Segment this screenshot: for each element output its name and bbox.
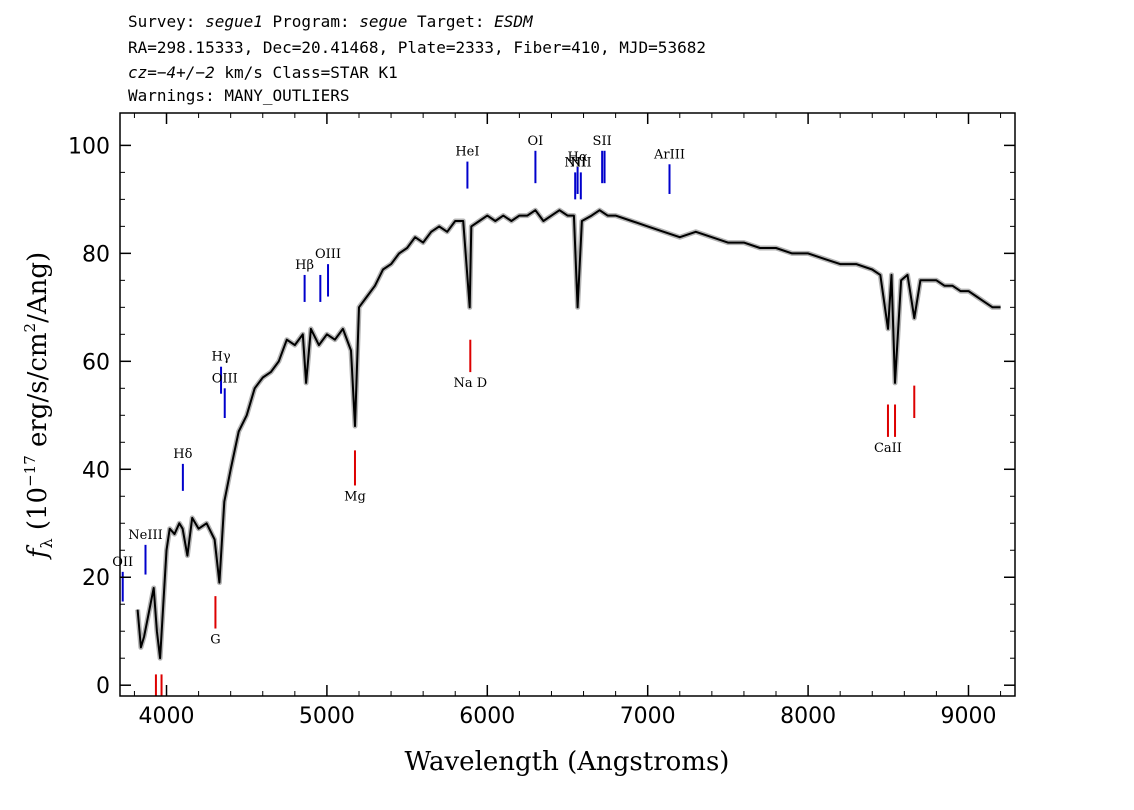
spectrum-line-0 bbox=[136, 209, 1001, 660]
y-tick-label-1: 20 bbox=[82, 566, 110, 591]
header-line-1: Survey: segue1 Program: segue Target: ES… bbox=[128, 12, 533, 32]
x-tick-label-2: 6000 bbox=[459, 704, 515, 729]
header-line-3: cz=−4+/−2 km/s Class=STAR K1 bbox=[128, 63, 398, 83]
x-tick-label-0: 4000 bbox=[139, 704, 195, 729]
target-label: Target: bbox=[417, 12, 485, 31]
header-line-2: RA=298.15333, Dec=20.41468, Plate=2333, … bbox=[128, 38, 706, 57]
absorption-line-label-4: Na D bbox=[453, 376, 487, 391]
absorption-line-label-2: G bbox=[210, 633, 220, 648]
emission-line-label-7: OIII bbox=[315, 247, 341, 262]
emission-line-label-0: OII bbox=[112, 555, 133, 570]
redshift-value: cz=−4+/−2 bbox=[128, 63, 215, 82]
spectral-lines-layer: OIINeIIIHδHγOIIIHβOIIIHeIOINIIHαNIISIIAr… bbox=[112, 134, 916, 696]
emission-line-label-8: HeI bbox=[455, 145, 479, 160]
x-tick-label-4: 8000 bbox=[780, 704, 836, 729]
emission-line-label-3: Hγ bbox=[211, 350, 230, 365]
spectrum-layer bbox=[135, 207, 1001, 661]
program-label: Program: bbox=[272, 12, 350, 31]
emission-line-label-13: SII bbox=[593, 134, 612, 149]
plot-frame bbox=[119, 112, 1016, 697]
y-tick-label-2: 40 bbox=[82, 458, 110, 483]
survey-value: segue1 bbox=[205, 12, 263, 31]
emission-line-label-11: Hα bbox=[568, 150, 588, 165]
emission-line-label-1: NeIII bbox=[128, 528, 162, 543]
emission-line-label-10: NII bbox=[564, 155, 586, 170]
emission-line-label-12: NII bbox=[570, 155, 592, 170]
error-band-0 bbox=[135, 207, 1001, 661]
absorption-line-label-3: Mg bbox=[344, 489, 366, 504]
program-value: segue bbox=[359, 12, 408, 31]
class-text: km/s Class=STAR K1 bbox=[214, 63, 398, 82]
emission-line-label-4: OIII bbox=[212, 371, 238, 386]
y-tick-label-5: 100 bbox=[68, 134, 110, 159]
emission-line-label-2: Hδ bbox=[173, 447, 192, 462]
emission-line-label-15: ArIII bbox=[653, 147, 685, 162]
absorption-line-label-5: CaII bbox=[874, 441, 902, 456]
emission-line-label-5: Hβ bbox=[295, 258, 314, 273]
target-value: ESDM bbox=[494, 12, 533, 31]
y-tick-label-3: 60 bbox=[82, 350, 110, 375]
y-tick-label-4: 80 bbox=[82, 242, 110, 267]
y-axis-title: fλ (10−17 erg/s/cm2/Ang) bbox=[21, 252, 56, 560]
x-tick-label-5: 9000 bbox=[940, 704, 996, 729]
x-tick-label-1: 5000 bbox=[299, 704, 355, 729]
emission-line-label-9: OI bbox=[528, 134, 544, 149]
survey-label: Survey: bbox=[128, 12, 196, 31]
x-tick-label-3: 7000 bbox=[620, 704, 676, 729]
y-tick-label-0: 0 bbox=[96, 674, 110, 699]
x-axis-title: Wavelength (Angstroms) bbox=[405, 747, 730, 777]
axis-ticks: 4000 5000 6000 7000 8000 9000 0 20 40 60 80 100 bbox=[68, 113, 1015, 729]
warnings-text: Warnings: MANY_OUTLIERS bbox=[128, 86, 350, 105]
